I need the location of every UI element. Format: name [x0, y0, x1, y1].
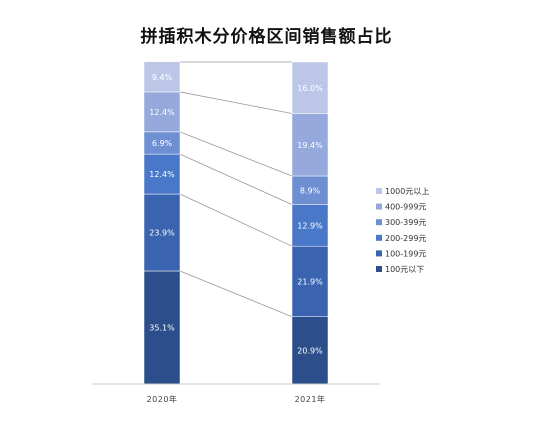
bar-segment-400-999-2020	[143, 91, 181, 133]
bar-segment-100-2021	[291, 316, 329, 385]
data-label-200-299-2021: 12.9%	[297, 221, 323, 230]
bar-segment-200-299-2020	[143, 153, 181, 195]
series-line-300-399	[179, 131, 293, 177]
data-label-1000-2020: 9.4%	[152, 73, 173, 82]
bar-segment-1000-2021	[291, 61, 329, 114]
data-label-200-299-2020: 12.4%	[149, 170, 175, 179]
legend-label-100-199: 100-199元	[385, 249, 426, 258]
bar-segment-100-199-2021	[291, 245, 329, 317]
data-label-100-199-2021: 21.9%	[297, 277, 323, 286]
legend-label-1000: 1000元以上	[385, 187, 429, 196]
bar-segment-100-2020	[143, 270, 181, 385]
x-tick-label-2020: 2020年	[147, 394, 178, 404]
x-tick-label-2021: 2021年	[295, 394, 326, 404]
data-label-400-999-2021: 19.4%	[297, 141, 323, 150]
legend-swatch-100-199	[376, 250, 382, 257]
series-line-100	[179, 270, 293, 318]
legend-label-100: 100元以下	[385, 265, 424, 274]
data-label-400-999-2020: 12.4%	[149, 108, 175, 117]
data-label-100-2020: 35.1%	[149, 323, 175, 332]
data-label-100-199-2020: 23.9%	[149, 228, 175, 237]
legend-swatch-300-399	[376, 219, 382, 226]
data-label-1000-2021: 16.0%	[297, 84, 323, 93]
chart-title: 拼插积木分价格区间销售额占比	[140, 27, 393, 47]
series-line-100-199	[179, 193, 293, 247]
data-label-100-2021: 20.9%	[297, 346, 323, 355]
data-label-300-399-2020: 6.9%	[152, 139, 173, 148]
bar-segment-100-199-2020	[143, 193, 181, 272]
legend-label-300-399: 300-399元	[385, 218, 426, 227]
series-line-200-299	[179, 153, 293, 206]
bar-segment-400-999-2021	[291, 113, 329, 177]
legend-label-200-299: 200-299元	[385, 234, 426, 243]
legend-swatch-100	[376, 266, 382, 272]
bar-segment-200-299-2021	[291, 204, 329, 247]
legend-swatch-400-999	[376, 203, 382, 210]
data-label-300-399-2021: 8.9%	[300, 186, 321, 195]
legend-label-400-999: 400-999元	[385, 203, 426, 212]
bar-segment-1000-2020	[143, 61, 181, 93]
legend-swatch-200-299	[376, 234, 382, 241]
legend-swatch-1000	[376, 188, 382, 194]
bar-segment-300-399-2021	[291, 175, 329, 205]
series-line-400-999	[179, 91, 293, 114]
